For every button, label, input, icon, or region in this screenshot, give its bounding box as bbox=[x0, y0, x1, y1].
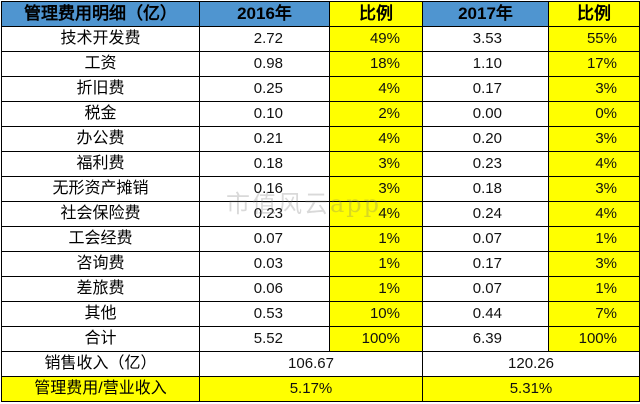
row-name: 税金 bbox=[1, 101, 200, 127]
table-row: 折旧费 0.25 4% 0.17 3% bbox=[1, 76, 640, 102]
ratio-2016: 4% bbox=[329, 76, 423, 102]
sales-2016: 106.67 bbox=[199, 351, 423, 377]
expense-ratio-2017: 5.31% bbox=[422, 376, 640, 402]
value-2016: 0.18 bbox=[199, 151, 330, 177]
value-2016: 0.98 bbox=[199, 51, 330, 77]
expense-ratio-2016: 5.17% bbox=[199, 376, 423, 402]
ratio-2016: 1% bbox=[329, 226, 423, 252]
value-2016: 5.52 bbox=[199, 326, 330, 352]
value-2017: 0.44 bbox=[422, 301, 549, 327]
ratio-2017: 4% bbox=[548, 201, 640, 227]
ratio-2017: 0% bbox=[548, 101, 640, 127]
header-row: 管理费用明细（亿） 2016年 比例 2017年 比例 bbox=[1, 1, 640, 27]
ratio-2017: 1% bbox=[548, 226, 640, 252]
ratio-2017: 3% bbox=[548, 76, 640, 102]
value-2017: 0.17 bbox=[422, 76, 549, 102]
ratio-2017: 3% bbox=[548, 251, 640, 277]
ratio-2017: 100% bbox=[548, 326, 640, 352]
table-row: 差旅费 0.06 1% 0.07 1% bbox=[1, 276, 640, 302]
row-name: 合计 bbox=[1, 326, 200, 352]
ratio-2017: 7% bbox=[548, 301, 640, 327]
expense-ratio-row: 管理费用/营业收入 5.17% 5.31% bbox=[1, 376, 640, 402]
value-2017: 0.07 bbox=[422, 226, 549, 252]
expense-ratio-label: 管理费用/营业收入 bbox=[1, 376, 200, 402]
value-2017: 1.10 bbox=[422, 51, 549, 77]
ratio-2016: 3% bbox=[329, 151, 423, 177]
value-2016: 0.21 bbox=[199, 126, 330, 152]
value-2016: 0.03 bbox=[199, 251, 330, 277]
ratio-2016: 18% bbox=[329, 51, 423, 77]
value-2016: 2.72 bbox=[199, 26, 330, 52]
header-item: 管理费用明细（亿） bbox=[1, 1, 200, 27]
table-row: 税金 0.10 2% 0.00 0% bbox=[1, 101, 640, 127]
value-2017: 0.18 bbox=[422, 176, 549, 202]
ratio-2016: 100% bbox=[329, 326, 423, 352]
value-2017: 3.53 bbox=[422, 26, 549, 52]
row-name: 其他 bbox=[1, 301, 200, 327]
value-2017: 0.07 bbox=[422, 276, 549, 302]
value-2017: 0.23 bbox=[422, 151, 549, 177]
ratio-2016: 4% bbox=[329, 201, 423, 227]
value-2016: 0.06 bbox=[199, 276, 330, 302]
row-name: 无形资产摊销 bbox=[1, 176, 200, 202]
value-2017: 0.20 bbox=[422, 126, 549, 152]
table-row: 社会保险费 0.23 4% 0.24 4% bbox=[1, 201, 640, 227]
sales-label: 销售收入（亿） bbox=[1, 351, 200, 377]
table-row: 工资 0.98 18% 1.10 17% bbox=[1, 51, 640, 77]
table-row: 技术开发费 2.72 49% 3.53 55% bbox=[1, 26, 640, 52]
value-2016: 0.16 bbox=[199, 176, 330, 202]
row-name: 技术开发费 bbox=[1, 26, 200, 52]
table-row: 无形资产摊销 0.16 3% 0.18 3% bbox=[1, 176, 640, 202]
row-name: 福利费 bbox=[1, 151, 200, 177]
table-row: 福利费 0.18 3% 0.23 4% bbox=[1, 151, 640, 177]
table-row: 工会经费 0.07 1% 0.07 1% bbox=[1, 226, 640, 252]
table-row: 其他 0.53 10% 0.44 7% bbox=[1, 301, 640, 327]
row-name: 工资 bbox=[1, 51, 200, 77]
header-ratio-2016: 比例 bbox=[329, 1, 423, 27]
value-2017: 0.24 bbox=[422, 201, 549, 227]
value-2016: 0.07 bbox=[199, 226, 330, 252]
value-2016: 0.53 bbox=[199, 301, 330, 327]
ratio-2016: 4% bbox=[329, 126, 423, 152]
ratio-2016: 2% bbox=[329, 101, 423, 127]
sales-2017: 120.26 bbox=[422, 351, 640, 377]
ratio-2017: 1% bbox=[548, 276, 640, 302]
row-name: 社会保险费 bbox=[1, 201, 200, 227]
ratio-2017: 55% bbox=[548, 26, 640, 52]
ratio-2016: 49% bbox=[329, 26, 423, 52]
value-2016: 0.25 bbox=[199, 76, 330, 102]
header-ratio-2017: 比例 bbox=[548, 1, 640, 27]
table-row: 办公费 0.21 4% 0.20 3% bbox=[1, 126, 640, 152]
value-2017: 0.00 bbox=[422, 101, 549, 127]
table-row: 咨询费 0.03 1% 0.17 3% bbox=[1, 251, 640, 277]
header-2016: 2016年 bbox=[199, 1, 330, 27]
value-2017: 6.39 bbox=[422, 326, 549, 352]
header-2017: 2017年 bbox=[422, 1, 549, 27]
ratio-2017: 3% bbox=[548, 176, 640, 202]
ratio-2016: 1% bbox=[329, 276, 423, 302]
ratio-2016: 10% bbox=[329, 301, 423, 327]
row-name: 工会经费 bbox=[1, 226, 200, 252]
value-2016: 0.23 bbox=[199, 201, 330, 227]
row-name: 折旧费 bbox=[1, 76, 200, 102]
ratio-2017: 4% bbox=[548, 151, 640, 177]
row-name: 差旅费 bbox=[1, 276, 200, 302]
value-2016: 0.10 bbox=[199, 101, 330, 127]
sales-row: 销售收入（亿） 106.67 120.26 bbox=[1, 351, 640, 377]
ratio-2016: 3% bbox=[329, 176, 423, 202]
ratio-2017: 3% bbox=[548, 126, 640, 152]
row-name: 咨询费 bbox=[1, 251, 200, 277]
row-name: 办公费 bbox=[1, 126, 200, 152]
ratio-2016: 1% bbox=[329, 251, 423, 277]
value-2017: 0.17 bbox=[422, 251, 549, 277]
ratio-2017: 17% bbox=[548, 51, 640, 77]
total-row: 合计 5.52 100% 6.39 100% bbox=[1, 326, 640, 352]
